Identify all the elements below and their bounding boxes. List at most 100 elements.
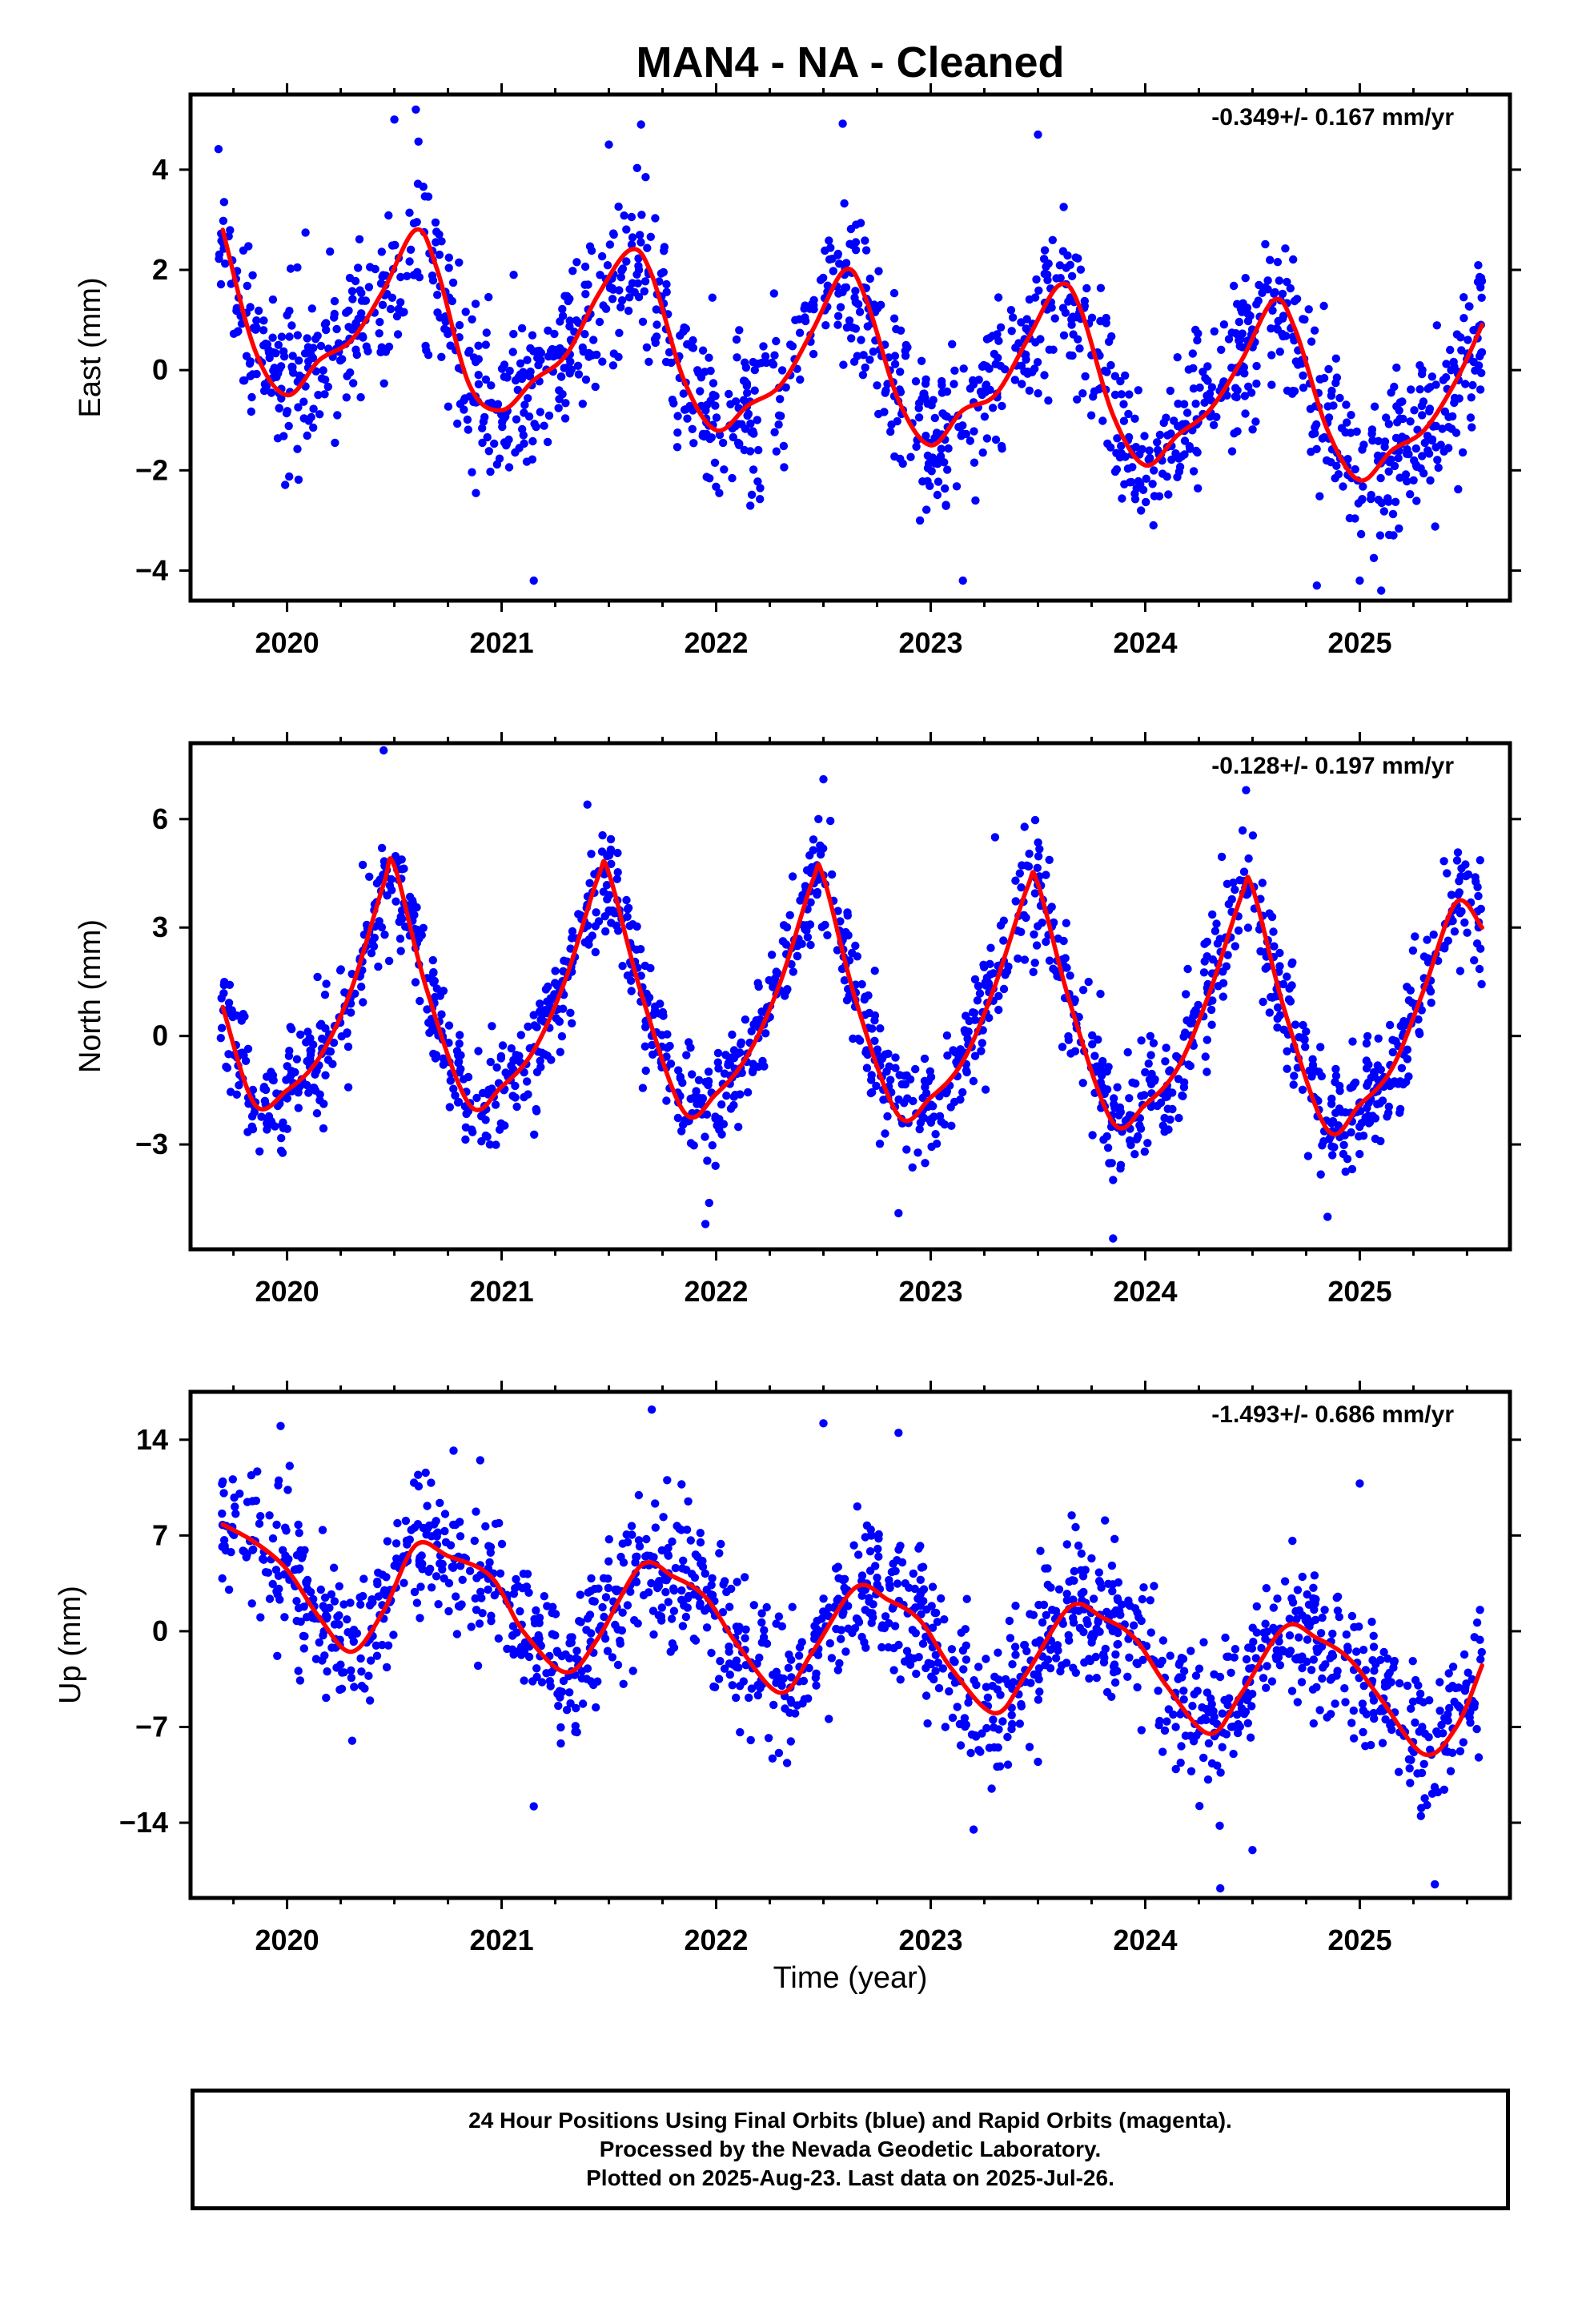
- data-point: [1392, 402, 1401, 411]
- data-point: [673, 412, 682, 420]
- data-point: [901, 340, 911, 350]
- data-point: [279, 1546, 287, 1555]
- data-point: [1248, 831, 1258, 840]
- data-point: [468, 1128, 477, 1136]
- data-point: [705, 1198, 713, 1208]
- data-point: [772, 447, 781, 456]
- data-point: [1273, 1014, 1282, 1023]
- data-point: [350, 1683, 359, 1691]
- data-point: [375, 329, 383, 338]
- data-point: [1205, 389, 1215, 398]
- data-points: [218, 1405, 1487, 1893]
- data-point: [274, 1571, 283, 1581]
- data-point: [732, 1693, 741, 1703]
- data-point: [857, 336, 865, 344]
- data-point: [472, 1093, 481, 1103]
- data-point: [813, 887, 822, 897]
- data-point: [1229, 1749, 1238, 1759]
- data-point: [1374, 436, 1383, 445]
- data-point: [839, 360, 848, 369]
- data-point: [592, 1703, 600, 1712]
- data-point: [1142, 474, 1150, 483]
- data-point: [253, 1467, 262, 1476]
- data-point: [259, 316, 268, 325]
- data-point: [1303, 1590, 1311, 1599]
- data-point: [618, 1608, 627, 1617]
- data-point: [322, 1693, 331, 1703]
- data-point: [1162, 1092, 1171, 1101]
- data-point: [1319, 1663, 1327, 1672]
- data-point: [335, 1620, 343, 1629]
- data-point: [1088, 1039, 1097, 1049]
- data-point: [368, 1598, 377, 1606]
- data-point: [1309, 1583, 1318, 1593]
- data-point: [1247, 388, 1256, 397]
- data-point: [1109, 1176, 1118, 1184]
- data-point: [603, 261, 612, 270]
- data-point: [791, 1709, 800, 1718]
- data-point: [877, 1642, 886, 1652]
- data-point: [1426, 476, 1435, 485]
- data-point: [490, 439, 499, 448]
- data-point: [952, 482, 962, 491]
- data-point: [684, 1591, 693, 1601]
- data-point: [1160, 1113, 1169, 1123]
- data-point: [301, 228, 310, 237]
- data-point: [1298, 1085, 1307, 1095]
- data-point: [994, 336, 1003, 345]
- data-point: [219, 198, 229, 207]
- data-point: [803, 933, 813, 942]
- data-point: [1058, 1043, 1067, 1051]
- data-point: [1327, 1674, 1337, 1683]
- data-point: [384, 956, 394, 966]
- data-point: [321, 1071, 330, 1080]
- data-point: [560, 414, 570, 423]
- data-point: [889, 288, 899, 298]
- data-point: [601, 1593, 611, 1602]
- data-point: [1053, 971, 1062, 981]
- data-point: [956, 1095, 965, 1104]
- data-point: [227, 1548, 235, 1557]
- data-point: [320, 1593, 330, 1602]
- data-point: [1207, 1005, 1216, 1015]
- data-point: [640, 277, 650, 286]
- data-point: [870, 1016, 879, 1025]
- data-point: [746, 1735, 755, 1745]
- data-point: [1312, 1644, 1321, 1653]
- data-point: [1374, 1034, 1383, 1043]
- data-point: [333, 411, 342, 420]
- data-point: [293, 444, 302, 453]
- data-point: [854, 1550, 863, 1559]
- data-point: [873, 381, 881, 390]
- data-point: [1310, 1571, 1319, 1580]
- data-point: [1287, 1594, 1296, 1603]
- data-point: [641, 1023, 650, 1031]
- data-point: [1447, 366, 1456, 375]
- data-point: [764, 1734, 773, 1743]
- data-point: [1461, 860, 1470, 869]
- data-point: [678, 1622, 688, 1630]
- data-point: [554, 351, 563, 360]
- data-point: [990, 1672, 999, 1681]
- data-point: [559, 1676, 568, 1686]
- data-point: [511, 376, 520, 385]
- data-point: [1431, 522, 1439, 531]
- data-point: [779, 441, 789, 451]
- data-point: [1446, 1767, 1456, 1775]
- data-point: [667, 358, 676, 368]
- data-point: [1423, 935, 1431, 944]
- data-point: [528, 331, 537, 340]
- data-point: [780, 463, 789, 472]
- data-point: [716, 1657, 725, 1666]
- data-point: [1138, 1594, 1147, 1604]
- data-point: [908, 1626, 917, 1634]
- data-point: [318, 1656, 327, 1665]
- data-point: [884, 1642, 893, 1652]
- data-point: [1278, 289, 1287, 299]
- data-point: [1284, 995, 1294, 1004]
- data-point: [971, 496, 980, 505]
- data-point: [702, 472, 711, 481]
- data-point: [1361, 1666, 1371, 1675]
- data-point: [1369, 553, 1379, 562]
- data-point: [1419, 1759, 1428, 1768]
